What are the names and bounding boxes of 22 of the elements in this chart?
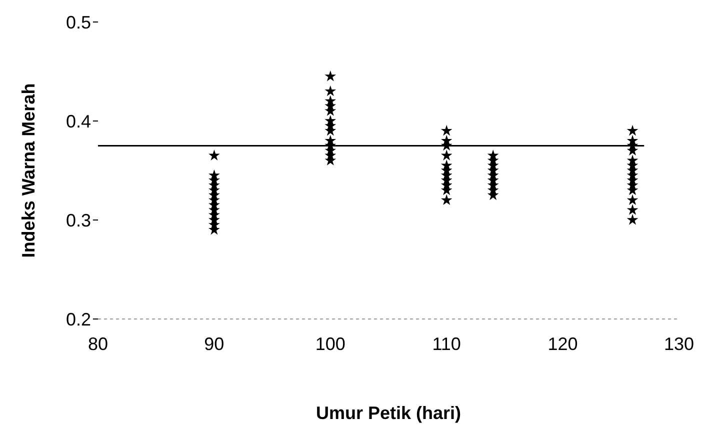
x-tick-label: 100 [315,334,346,354]
x-tick-label: 130 [664,334,694,354]
point [626,124,638,136]
x-tick-label: 110 [432,334,461,354]
point [626,214,638,225]
point [208,150,220,160]
y-axis-title: Indeks Warna Merah [18,83,38,258]
x-tick-label: 120 [548,334,578,354]
y-tick-label: 0.5 [66,12,91,32]
point [626,204,638,215]
y-tick-label: 0.2 [66,309,91,330]
point [324,70,336,82]
y-tick-label: 0.4 [66,111,91,132]
point [626,194,638,206]
x-tick-label: 80 [88,334,108,354]
x-tick-label: 90 [204,334,224,354]
point [324,85,336,96]
y-tick-label: 0.3 [66,210,91,230]
x-axis-title: Umur Petik (hari) [316,403,462,423]
point [440,124,452,136]
point [440,150,452,160]
point [440,194,452,206]
